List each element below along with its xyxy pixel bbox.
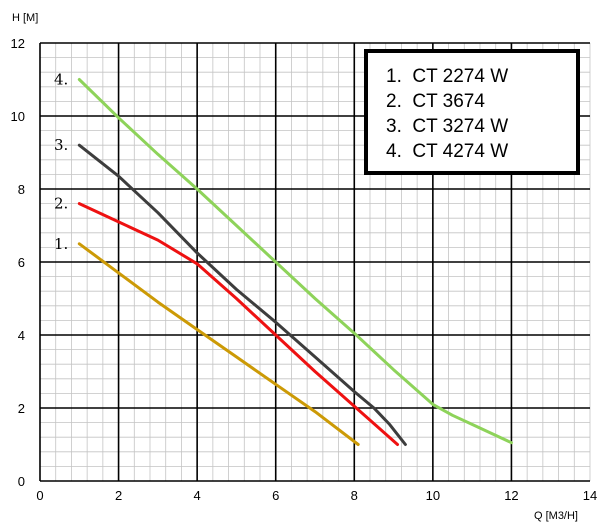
- y-tick-label: 6: [18, 255, 25, 270]
- axes: [39, 43, 590, 482]
- x-tick-label: 0: [36, 488, 43, 503]
- x-axis-title: Q [M3/H]: [534, 510, 578, 522]
- series-line-3: [77, 143, 407, 446]
- x-tick-label: 10: [426, 488, 440, 503]
- x-tick-label: 6: [272, 488, 279, 503]
- x-tick-label: 4: [194, 488, 201, 503]
- legend-entry-2: 2. CT 3674: [386, 91, 485, 112]
- y-tick-label: 10: [11, 109, 25, 124]
- x-tick-label: 2: [115, 488, 122, 503]
- series-line-2: [77, 202, 399, 446]
- x-tick-label: 8: [351, 488, 358, 503]
- x-tick-label: 14: [583, 488, 597, 503]
- y-tick-label: 4: [18, 328, 25, 343]
- legend-entry-4: 4. CT 4274 W: [386, 141, 508, 162]
- series-line-4: [77, 78, 513, 445]
- curve-labels: 1. 2. 3. 4.: [54, 71, 68, 253]
- y-tick-label: 8: [18, 182, 25, 197]
- tick-labels: 0 2 4 6 8 10 12 14 0 2 4 6 8 10 12: [11, 36, 597, 503]
- curve-label-3: 3.: [54, 136, 68, 154]
- legend-box: [364, 49, 580, 175]
- series-line-1: [77, 242, 360, 446]
- legend: 1. CT 2274 W 2. CT 3674 3. CT 3274 W 4. …: [364, 49, 580, 175]
- y-tick-label: 2: [18, 401, 25, 416]
- legend-entry-3: 3. CT 3274 W: [386, 116, 508, 137]
- series-layer: [77, 78, 513, 446]
- y-tick-label: 12: [11, 36, 25, 51]
- curve-label-2: 2.: [54, 195, 68, 213]
- curve-label-1: 1.: [54, 235, 68, 253]
- x-tick-label: 12: [504, 488, 518, 503]
- legend-entry-1: 1. CT 2274 W: [386, 66, 508, 87]
- y-axis-title: H [M]: [12, 12, 38, 24]
- y-tick-label: 0: [18, 474, 25, 489]
- curve-label-4: 4.: [54, 71, 68, 89]
